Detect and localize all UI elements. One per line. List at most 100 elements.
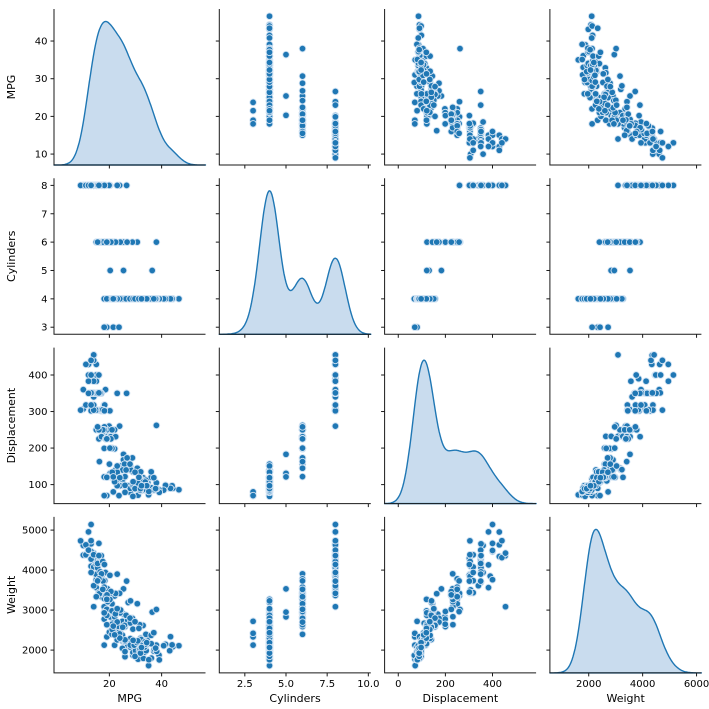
data-point [129,625,137,633]
data-point [108,426,116,434]
x-tick-label: 0 [395,679,401,690]
y-tick-label: 200 [28,444,47,455]
data-point [627,377,635,385]
data-point [465,560,474,569]
data-point [249,629,257,638]
panel-Cylinders-vs-Weight [546,178,702,338]
data-point [612,44,620,53]
data-point [612,295,621,303]
data-point [495,528,504,536]
data-point [109,622,118,630]
data-point [448,570,457,578]
data-point [282,608,290,616]
data-point [331,589,340,598]
data-point [426,75,434,84]
data-point [422,116,431,124]
data-point [455,181,464,190]
data-point [113,462,121,470]
data-point [441,120,449,128]
data-point [610,266,619,275]
panel-Weight-vs-Displacement: 0 200 400 Displacement [381,516,537,705]
data-point [100,491,108,500]
axis-spines [384,347,537,505]
axis-spines [384,516,537,674]
data-point [669,371,678,379]
axis-spines [218,9,371,166]
data-point [109,473,118,481]
data-point [265,462,274,470]
data-point [586,295,595,303]
data-point [175,295,183,303]
data-point [298,630,307,639]
data-point [587,34,596,42]
data-point [155,656,164,664]
panel-Displacement-vs-Weight [546,347,702,508]
data-point [126,460,134,468]
data-point [449,620,457,629]
scatter-points [76,351,183,501]
y-tick-label: 4 [41,294,47,305]
data-point [488,575,497,584]
data-point [87,181,95,190]
x-tick-label: 2000 [576,679,601,690]
y-tick-label: 2000 [22,646,47,657]
data-point [249,617,257,626]
data-point [477,181,485,190]
y-tick-label: 5000 [22,526,47,537]
y-tick-label: 20 [35,112,48,123]
data-point [417,58,425,67]
data-point [484,561,493,569]
data-point [664,377,673,385]
data-point [331,389,340,397]
y-tick-label: 10 [35,150,48,161]
data-point [119,266,128,275]
data-point [432,126,441,135]
data-point [622,457,631,466]
data-point [282,450,290,459]
data-point [431,82,439,91]
data-point [588,323,596,331]
data-point [103,473,111,482]
data-point [331,139,340,147]
data-point [113,570,121,578]
data-point [298,72,307,80]
data-point [331,568,340,577]
data-point [414,12,423,20]
data-point [465,588,474,596]
data-point [455,97,464,106]
data-point [618,465,626,474]
data-point [113,389,121,398]
data-point [501,549,510,557]
data-point [453,592,461,601]
x-axis-label-Displacement: Displacement [423,692,499,705]
data-point [586,481,595,490]
data-point [606,82,615,91]
data-point [652,142,660,151]
x-tick-label: 40 [155,679,168,690]
data-point [427,597,436,605]
data-point [105,460,114,468]
x-tick-label: 4000 [630,679,655,690]
data-point [631,129,640,138]
data-point [121,488,129,497]
data-point [298,585,307,594]
data-point [484,583,493,592]
data-point [152,238,161,246]
data-point [636,101,644,109]
data-point [265,58,274,67]
data-point [466,154,474,162]
data-point [142,638,151,647]
x-axis-label-Cylinders: Cylinders [269,692,321,705]
data-point [422,97,431,106]
data-point [469,146,477,155]
data-point [100,407,109,415]
data-point [298,96,307,105]
data-point [656,371,665,379]
data-point [501,602,510,611]
panel-Displacement-vs-MPG: 100 200 300 400 Displacement [5,347,206,508]
data-point [137,481,146,490]
axis-spines [549,516,702,674]
data-point [437,585,446,593]
y-tick-label: 300 [28,407,47,418]
data-point [122,466,130,474]
